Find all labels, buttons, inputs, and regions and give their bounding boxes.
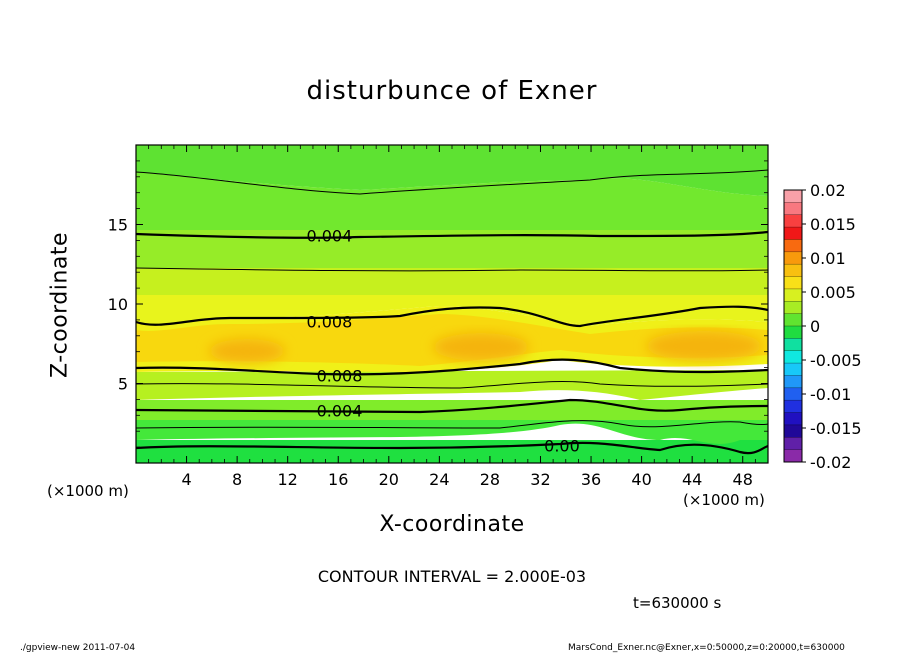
colorbar-cell [784,202,802,216]
contour-label-text: 0.00 [544,437,580,456]
colorbar-tick-label: 0.015 [810,215,856,234]
colorbar-cell [784,375,802,389]
contour-000 [136,441,768,455]
contour-thin-top [136,169,768,195]
x-tick-label: 16 [328,470,348,489]
footer-right: MarsCond_Exner.nc@Exner,x=0:50000,z=0:20… [568,643,845,653]
contour-008-upper [136,305,768,328]
x-unit-label-left: (×1000 m) [47,482,129,500]
contour-label-text: 0.008 [306,312,352,331]
x-tick-label: 40 [631,470,651,489]
contour-008-lower [136,358,768,376]
band-yellowgreen-2 [136,268,768,295]
colorbar-tick-label: -0.005 [810,351,862,370]
colorbar-cell [784,437,802,451]
colorbar-cell [784,326,802,339]
y-tick-label: 15 [108,216,128,235]
band-green-3 [136,172,768,230]
colorbar-cell [784,387,802,401]
contour-labels: 0.004 0.008 0.008 0.004 0.00 [306,227,579,456]
colorbar-cell [784,400,802,414]
contour-label-text: 0.004 [317,402,363,421]
colorbar-cell [784,412,802,426]
contour-label: 0.00 [544,437,580,456]
plot-area [136,145,768,463]
colorbar-cell [784,449,802,463]
footer-left: ./gpview-new 2011-07-04 [20,643,136,653]
colorbar-tick-label: -0.02 [810,453,851,472]
x-unit-label-right: (×1000 m) [683,491,765,509]
y-tick-label: 5 [118,375,128,394]
contour-label: 0.004 [317,402,363,421]
contour-label: 0.008 [306,312,352,331]
contour-thin-low [136,420,768,429]
band-green-top [136,145,768,196]
colorbar-tick-label: 0.005 [810,283,856,302]
band-yellowgreen-1 [136,370,768,400]
x-tick-label: 12 [278,470,298,489]
colorbar-cell [784,350,802,364]
colorbar-cell [784,239,802,253]
band-lightgreen-2 [136,230,768,268]
x-tick-label: 8 [232,470,242,489]
x-tick-label: 4 [181,470,191,489]
x-tick-label: 44 [682,470,702,489]
colorbar-cell [784,264,802,278]
y-axis: 5 10 15 [108,160,768,448]
x-tick-label: 20 [379,470,399,489]
colorbar-cell [784,288,802,302]
colorbar-cell [784,301,802,315]
contour-interval-text: CONTOUR INTERVAL = 2.000E-03 [317,567,587,586]
x-tick-label: 48 [733,470,753,489]
colorbar: 0.02 0.015 0.01 0.005 0 -0.005 -0.01 -0.015 -0.0… [783,181,862,472]
contour-thin-upper2 [136,267,768,272]
max-blob-2 [433,333,529,361]
chart-title: disturbunce of Exner [306,76,598,106]
colorbar-cell [784,276,802,290]
contour-label-text: 0.008 [317,367,363,386]
y-axis-title: Z-coordinate [47,232,73,378]
band-green-low [136,440,768,463]
y-tick-label: 10 [108,295,128,314]
x-tick-label: 36 [581,470,601,489]
contour-label: 0.004 [306,227,352,246]
colorbar-tick-label: 0.01 [810,249,846,268]
colorbar-cell [784,190,802,203]
colorbar-cell [784,338,802,352]
colorbar-cell [784,214,802,228]
time-label: t=630000 s [633,594,722,612]
colorbar-cell [784,227,802,240]
colorbar-cell [784,424,802,438]
band-yellow-upper [136,295,768,326]
x-axis-title: X-coordinate [379,512,525,537]
colorbar-cell [784,251,802,265]
colorbar-cell [784,313,802,327]
colorbar-cell [784,363,802,376]
x-tick-label: 28 [480,470,500,489]
x-tick-label: 24 [429,470,449,489]
max-blob-3 [646,331,762,361]
colorbar-tick-label: -0.01 [810,385,851,404]
x-axis: 4 8 12 16 20 24 28 32 36 40 44 48 [148,145,756,489]
x-tick-label: 32 [530,470,550,489]
contour-004-lower [136,398,768,414]
colorbar-tick-label: -0.015 [810,419,862,438]
band-green [136,420,768,444]
contour-label: 0.008 [317,367,363,386]
contour-label-text: 0.004 [306,227,352,246]
contour-thin-mid [136,380,768,389]
max-blob-1 [209,339,285,363]
colorbar-tick-label: 0 [810,317,820,336]
contour-004-upper [136,230,768,239]
colorbar-tick-label: 0.02 [810,181,846,200]
